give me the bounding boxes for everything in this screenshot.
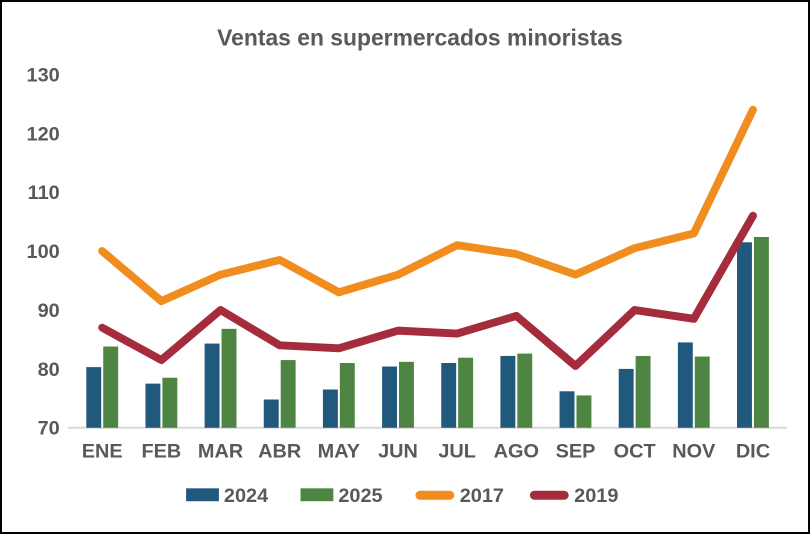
bar-2025-DIC [753,236,769,428]
x-tick-label: AGO [494,441,539,463]
y-tick-label: 130 [27,64,60,86]
bar-2025-FEB [162,377,178,428]
bar-2024-MAR [204,343,220,428]
legend-label-2019: 2019 [574,485,618,507]
bar-2025-ENE [103,346,119,428]
bar-2024-FEB [145,383,161,428]
legend-label-2024: 2024 [224,485,268,507]
bar-2024-OCT [618,368,634,428]
legend-item-2019: 2019 [529,485,618,507]
x-tick-label: JUL [438,441,476,463]
x-tick-label: DIC [736,441,770,463]
bars-layer [86,236,769,428]
legend-label-2025: 2025 [338,485,382,507]
bar-2024-ABR [263,399,279,428]
x-tick-label: OCT [614,441,656,463]
bar-2025-JUN [399,361,414,428]
y-tick-label: 80 [38,359,60,381]
line-2019 [98,211,757,370]
y-tick-label: 110 [28,182,60,204]
legend-swatch-2024 [186,488,219,502]
x-tick-label: MAR [198,441,243,463]
bar-2025-ABR [280,360,296,428]
bar-2025-SEP [576,395,592,428]
legend-item-2024: 2024 [186,485,268,507]
y-tick-label: 90 [38,300,60,322]
axis-layer: 70 80 90 100 110 120 130 ENE FEB MAR ABR MAY JUN JUL A… [27,64,788,463]
bar-2024-MAY [322,389,338,428]
bar-2025-OCT [635,355,651,428]
bar-2024-NOV [677,342,693,428]
bar-2025-MAR [221,328,237,428]
bar-2024-AGO [500,355,516,428]
y-tick-label: 100 [27,241,60,263]
bar-2025-MAY [339,363,355,428]
x-tick-label: ENE [82,441,123,463]
x-tick-label: MAY [318,441,360,463]
bar-2025-AGO [517,353,533,428]
legend-label-2017: 2017 [460,485,504,507]
line-2017 [98,105,757,306]
bar-2024-JUN [382,366,398,428]
legend-item-2017: 2017 [415,485,504,507]
x-tick-label: ABR [258,441,301,463]
bar-2024-JUL [441,363,457,428]
bar-2025-NOV [694,356,710,428]
lines-layer [98,105,757,370]
y-tick-label: 70 [38,418,60,440]
chart-title: Ventas en supermercados minoristas [217,25,623,51]
x-tick-label: FEB [141,441,181,463]
bar-2024-DIC [737,242,752,428]
legend-layer: 2024 2025 2017 2019 [186,485,618,507]
legend-swatch-2025 [300,488,334,502]
x-tick-label: JUN [378,441,418,463]
y-tick-label: 120 [27,123,60,145]
bar-2024-ENE [86,367,102,428]
x-tick-label: SEP [556,441,596,463]
bar-2024-SEP [559,391,575,428]
bar-2025-JUL [458,357,474,428]
legend-item-2025: 2025 [300,485,383,507]
x-tick-label: NOV [672,441,716,463]
